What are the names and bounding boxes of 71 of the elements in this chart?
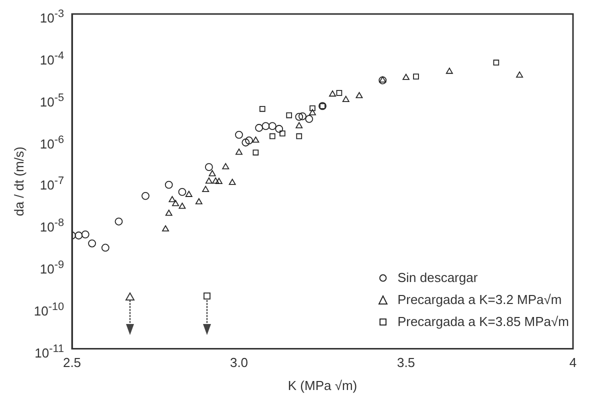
y-tick-label: 10$^{-7}$ [40, 174, 64, 195]
point [88, 239, 96, 248]
point [356, 92, 363, 98]
x-tick-label: 3.0 [230, 355, 248, 370]
point [493, 60, 500, 66]
point [208, 170, 216, 176]
point [336, 90, 342, 96]
y-axis-title: da / dt (m/s) [11, 146, 26, 216]
point [236, 148, 242, 155]
point [286, 112, 292, 118]
point [168, 196, 176, 202]
point [202, 186, 210, 192]
point [446, 68, 453, 74]
point [172, 200, 180, 206]
point [252, 136, 260, 143]
x-axis-title: K (MPa √m) [288, 378, 358, 393]
x-tick-label: 3.5 [396, 355, 416, 370]
x-tick-label: 4 [569, 355, 577, 370]
point [309, 109, 316, 116]
point [252, 150, 259, 156]
y-tick-label: 10$^{-10}$ [34, 300, 64, 320]
point [245, 136, 253, 144]
point [296, 133, 302, 140]
legend-label: Precargada a K=3.85 MPa√m [397, 312, 569, 331]
y-tick-label: 10$^{-3}$ [40, 7, 64, 28]
point [74, 232, 83, 240]
point [516, 72, 524, 78]
point [296, 122, 303, 128]
point [162, 225, 169, 232]
point [305, 115, 314, 123]
point [310, 105, 316, 112]
point [114, 218, 123, 226]
point [195, 198, 202, 204]
point [413, 74, 419, 80]
x-tick-label: 2.5 [62, 355, 82, 370]
point [204, 163, 213, 172]
point [295, 112, 304, 121]
point [275, 124, 284, 133]
point [242, 138, 250, 146]
point [81, 230, 90, 238]
point [259, 106, 266, 112]
point [165, 210, 172, 216]
point [222, 163, 230, 170]
point [329, 90, 336, 97]
point [342, 96, 350, 102]
point [215, 178, 222, 184]
point [235, 130, 243, 139]
point [185, 190, 192, 197]
point [142, 192, 150, 200]
point [178, 202, 186, 209]
point [205, 177, 212, 184]
y-tick-label: 10$^{-8}$ [40, 216, 64, 237]
point [212, 177, 220, 184]
point [279, 130, 286, 136]
point [228, 178, 236, 185]
point [268, 122, 276, 130]
point [164, 180, 173, 189]
point [178, 188, 186, 196]
point [255, 124, 263, 132]
point [269, 133, 276, 140]
point [101, 244, 110, 252]
y-tick-label: 10$^{-6}$ [40, 132, 64, 153]
y-tick-label: 10$^{-5}$ [40, 90, 64, 112]
legend-label: Precargada a K=3.2 MPa√m [397, 290, 562, 309]
point [402, 74, 410, 80]
point [298, 112, 306, 120]
y-tick-label: 10$^{-4}$ [40, 48, 64, 70]
legend-label: Sin descargar [397, 268, 478, 287]
point [262, 122, 270, 130]
y-tick-label: 10$^{-11}$ [34, 342, 64, 360]
y-tick-label: 10$^{-9}$ [40, 258, 64, 278]
